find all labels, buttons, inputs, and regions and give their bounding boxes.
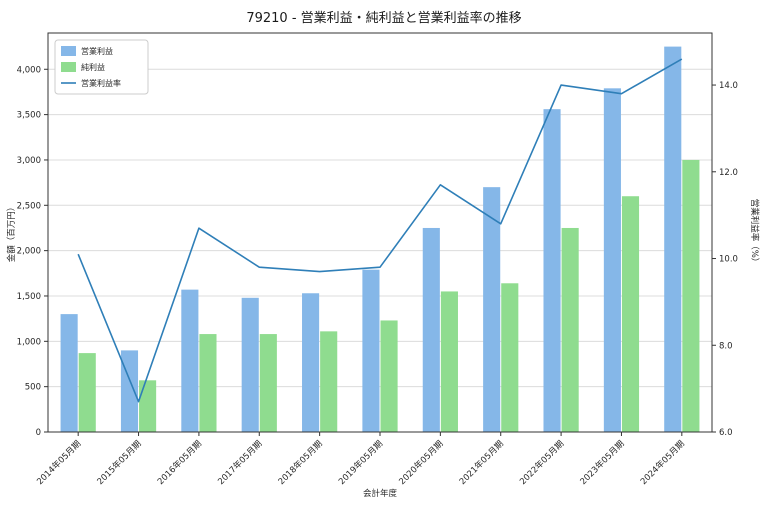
x-tick-label: 2023年05月期 [578,438,627,487]
legend-label: 営業利益 [81,46,113,56]
x-tick-label: 2018年05月期 [276,438,325,487]
y-tick-label-right: 14.0 [719,81,738,91]
x-tick-label: 2020年05月期 [397,438,446,487]
y-axis-title-right: 営業利益率（%） [749,199,760,267]
bar [561,227,579,432]
y-tick-label-left: 1,500 [17,292,41,302]
legend-swatch [61,46,76,56]
bar [380,320,398,432]
bar [139,380,157,432]
bar [199,334,217,432]
plot-background [48,33,712,432]
x-tick-label: 2021年05月期 [457,438,506,487]
y-tick-label-right: 8.0 [719,341,733,351]
y-tick-label-right: 12.0 [719,168,738,178]
y-tick-label-left: 4,000 [17,65,41,75]
bar [181,289,199,432]
y-tick-label-left: 500 [25,383,41,393]
y-tick-label-left: 3,000 [17,156,41,166]
bar [241,297,259,432]
y-tick-label-left: 3,500 [17,111,41,121]
bar [60,314,78,432]
axis-titles: 金額（百万円） 営業利益率（%） 会計年度 [6,199,760,499]
x-tick-label: 2014年05月期 [35,438,84,487]
x-tick-label: 2017年05月期 [216,438,265,487]
x-axis-title: 会計年度 [363,488,398,499]
legend-swatch [61,62,76,72]
x-tick-label: 2016年05月期 [155,438,204,487]
legend-label: 純利益 [81,62,105,72]
bar [440,291,458,432]
y-tick-label-right: 6.0 [719,428,733,438]
y-axis-title-left: 金額（百万円） [6,203,17,263]
bar [78,353,96,432]
x-tick-label: 2019年05月期 [336,438,385,487]
x-tick-label: 2022年05月期 [517,438,566,487]
bar [621,196,640,432]
bar [603,88,621,432]
bar [259,334,277,432]
line-series [77,58,683,403]
y-tick-label-left: 2,500 [17,201,41,211]
bar [120,350,139,432]
y-tick-label-left: 2,000 [17,247,41,257]
y-tick-label-left: 1,000 [17,337,41,347]
x-tick-label: 2024年05月期 [638,438,687,487]
y-tick-label-right: 10.0 [719,255,738,265]
bar [362,269,380,432]
bar [664,46,682,433]
bar [682,159,700,433]
legend-box [54,39,149,95]
bar [422,227,440,432]
bar [320,331,338,432]
bar-series-1 [78,159,700,433]
bar [543,109,561,432]
bar [483,187,501,432]
bar [501,283,519,432]
chart-title: 79210 - 営業利益・純利益と営業利益率の推移 [246,11,522,26]
bar [302,293,320,432]
x-tick-label: 2015年05月期 [95,438,144,487]
bar-series-0 [60,46,682,433]
legend-label: 営業利益率 [81,78,121,88]
y-tick-label-left: 0 [36,428,41,438]
